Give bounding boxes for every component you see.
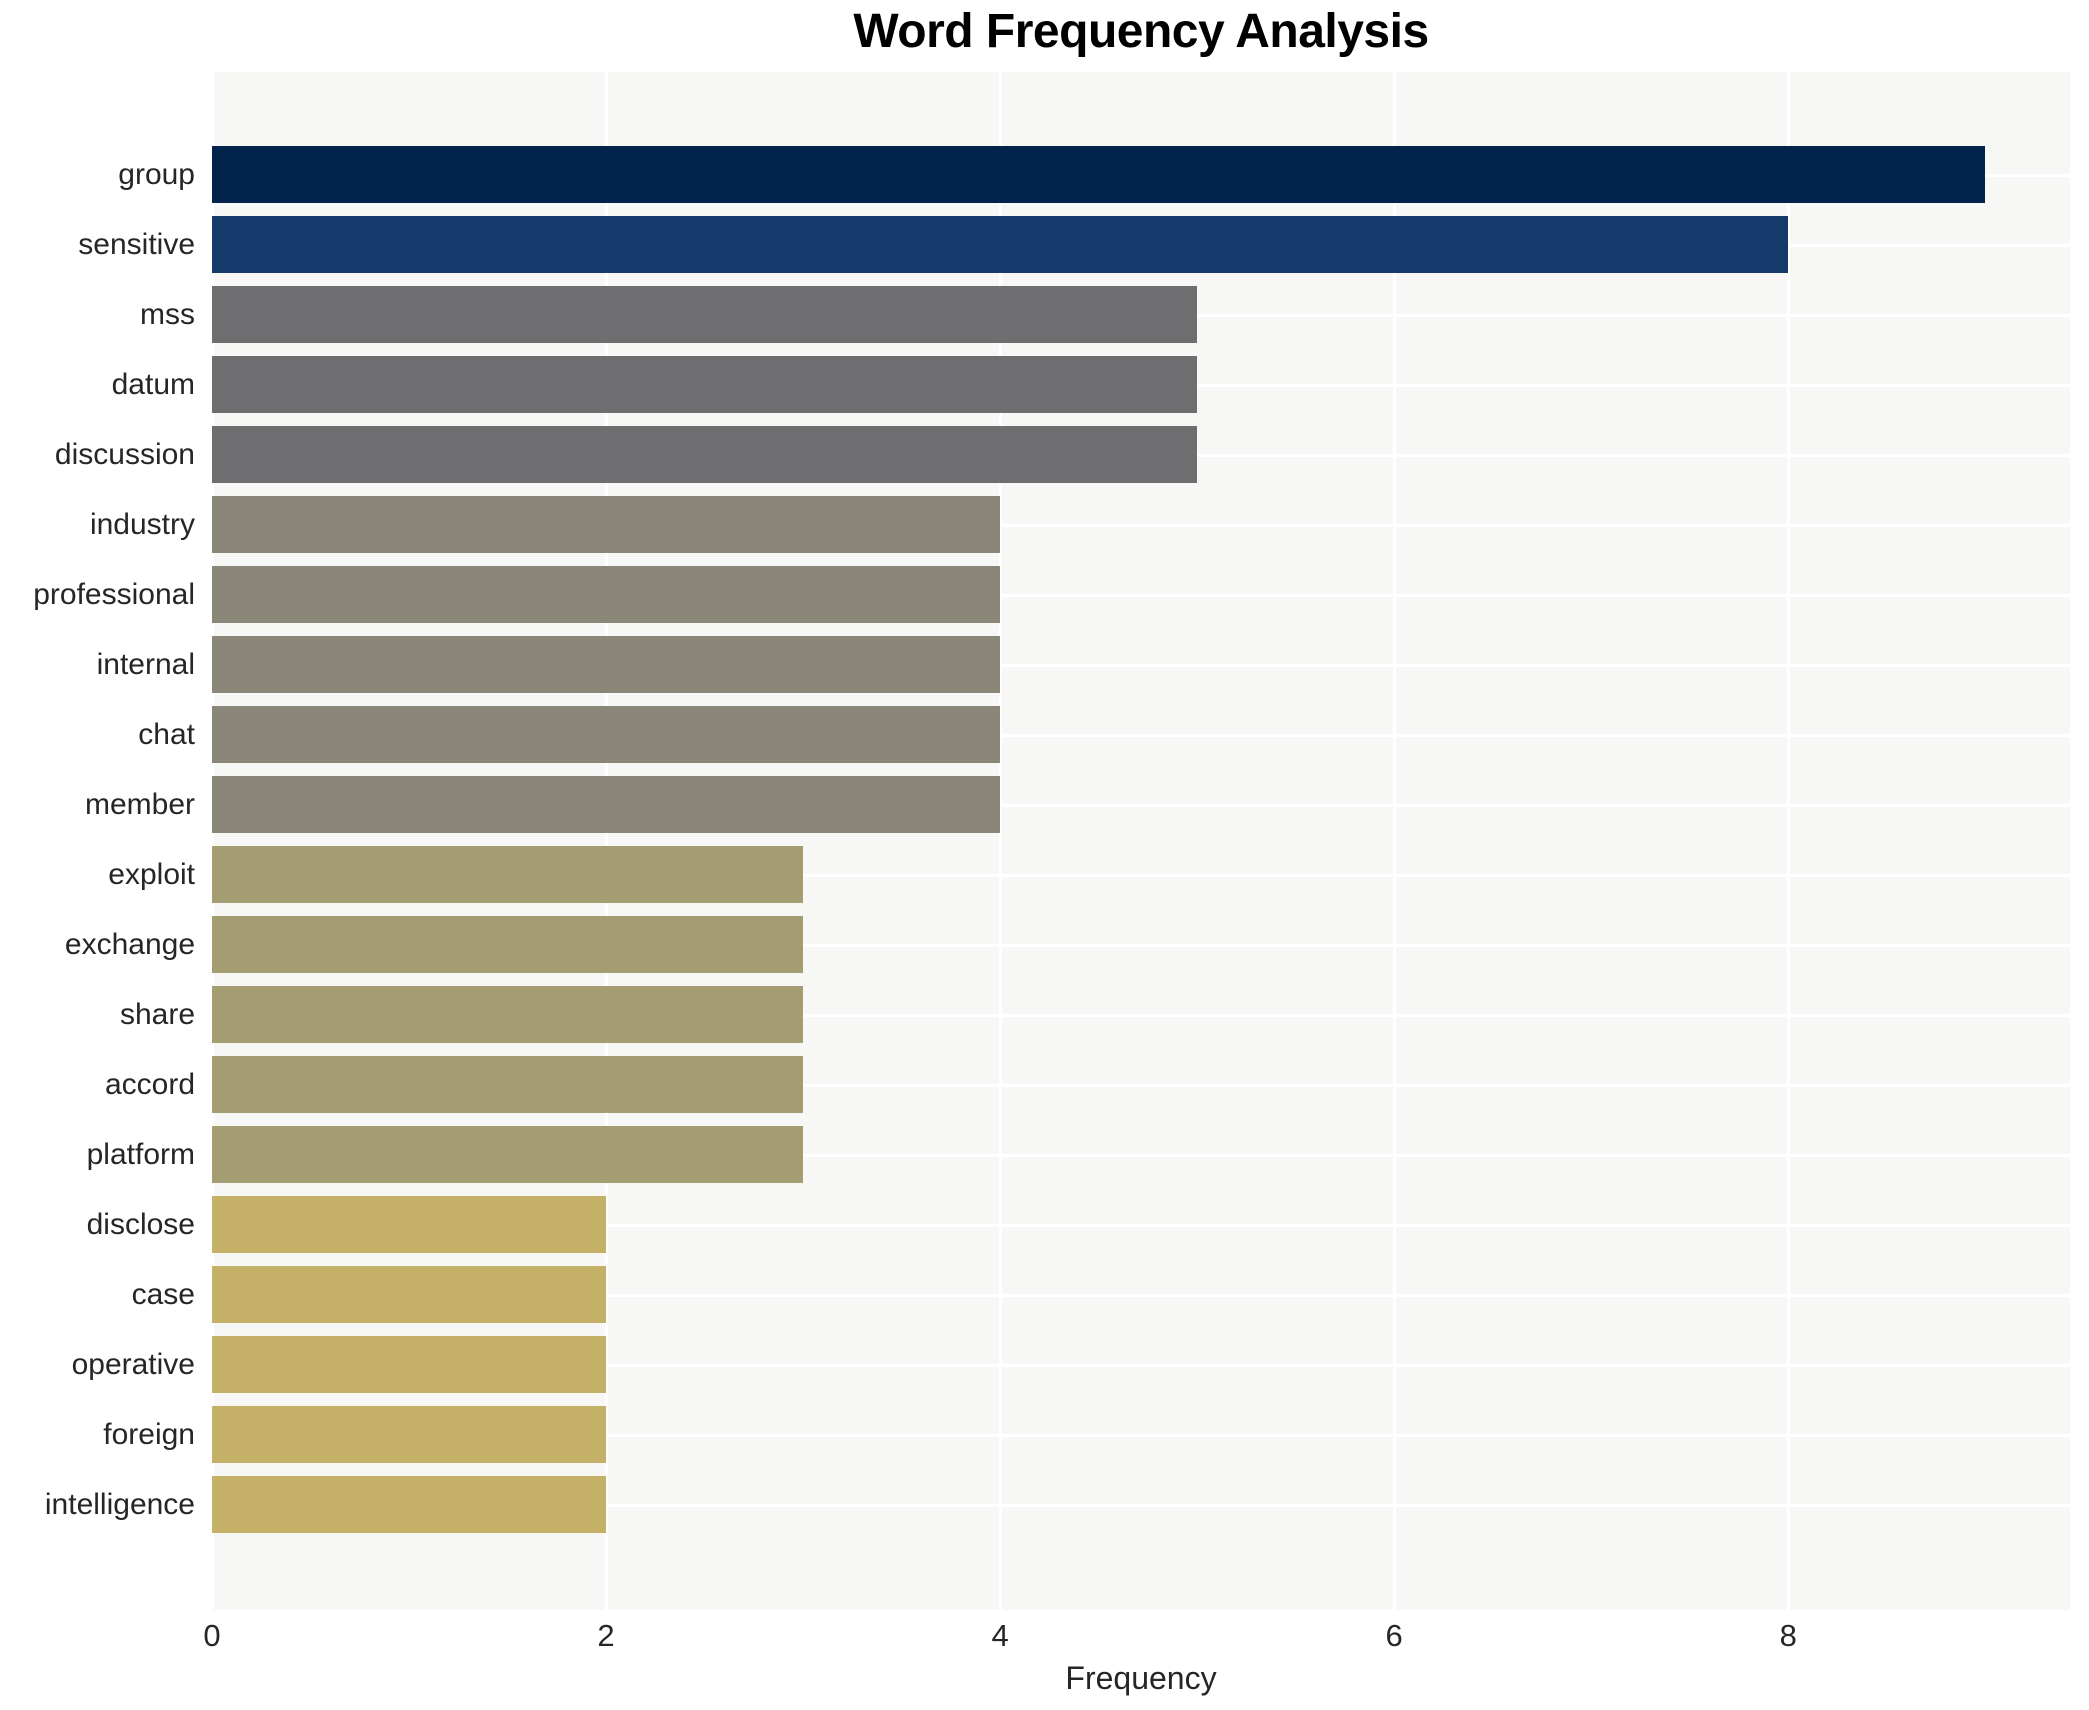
- bar-row: professional: [33, 560, 2070, 630]
- horizontal-gridline: [212, 663, 2070, 667]
- horizontal-gridline: [212, 1293, 2070, 1297]
- bar-row: chat: [138, 700, 2070, 770]
- x-tick-label: 0: [203, 1618, 221, 1653]
- category-label: chat: [138, 718, 195, 751]
- horizontal-gridline: [212, 943, 2070, 947]
- category-label: case: [131, 1278, 195, 1311]
- horizontal-gridline: [212, 1433, 2070, 1437]
- bar-share: [212, 986, 804, 1043]
- bar-internal: [212, 636, 1001, 693]
- horizontal-gridline: [212, 1153, 2070, 1157]
- category-label: industry: [89, 508, 195, 541]
- bar-intelligence: [212, 1476, 607, 1533]
- bar-case: [212, 1266, 607, 1323]
- chart-title: Word Frequency Analysis: [853, 5, 1429, 58]
- category-label: foreign: [103, 1418, 195, 1451]
- bar-row: accord: [105, 1050, 2070, 1120]
- category-label: intelligence: [44, 1488, 195, 1521]
- bar-rows: group sensitive mss datum discussion industry…: [33, 72, 2070, 1610]
- bar-chat: [212, 706, 1001, 763]
- vertical-gridline: [1786, 72, 1790, 1610]
- category-label: mss: [140, 298, 195, 331]
- bar-row: platform: [87, 1120, 2070, 1190]
- horizontal-gridline: [212, 523, 2070, 527]
- bar-row: discussion: [55, 420, 2070, 490]
- x-tick-label: 4: [991, 1618, 1009, 1653]
- horizontal-gridline: [212, 1503, 2070, 1507]
- bar-row: member: [85, 770, 2070, 840]
- category-label: discussion: [54, 438, 195, 471]
- category-label: disclose: [86, 1208, 195, 1241]
- horizontal-gridline: [212, 803, 2070, 807]
- category-label: internal: [96, 648, 195, 681]
- category-label: sensitive: [78, 228, 195, 261]
- horizontal-gridline: [212, 1363, 2070, 1367]
- bar-row: group: [118, 140, 2070, 210]
- horizontal-gridline: [212, 873, 2070, 877]
- bar-sensitive: [212, 216, 1789, 273]
- vertical-gridline: [1392, 72, 1396, 1610]
- bar-row: exploit: [108, 840, 2070, 910]
- horizontal-gridline: [212, 1013, 2070, 1017]
- plot-area: group sensitive mss datum discussion industry…: [33, 72, 2070, 1610]
- bar-disclose: [212, 1196, 607, 1253]
- bar-row: sensitive: [78, 210, 2070, 280]
- category-label: exchange: [64, 928, 195, 961]
- horizontal-gridline: [212, 1223, 2070, 1227]
- bar-foreign: [212, 1406, 607, 1463]
- category-label: professional: [33, 578, 195, 611]
- bar-industry: [212, 496, 1001, 553]
- category-label: member: [84, 788, 195, 821]
- bar-row: mss: [140, 280, 2070, 350]
- horizontal-gridline: [212, 1083, 2070, 1087]
- bar-exchange: [212, 916, 804, 973]
- category-label: accord: [104, 1068, 195, 1101]
- x-axis-label: Frequency: [1065, 1660, 1217, 1696]
- vertical-gridline: [210, 72, 214, 1610]
- x-tick-label: 8: [1779, 1618, 1797, 1653]
- bar-exploit: [212, 846, 804, 903]
- category-label: operative: [71, 1348, 195, 1381]
- bar-platform: [212, 1126, 804, 1183]
- category-label: share: [119, 998, 195, 1031]
- bar-row: disclose: [87, 1190, 2070, 1260]
- bar-group: [212, 146, 1986, 203]
- bar-discussion: [212, 426, 1198, 483]
- bar-row: datum: [112, 350, 2070, 420]
- bar-accord: [212, 1056, 804, 1113]
- bar-row: share: [120, 980, 2070, 1050]
- horizontal-gridline: [212, 593, 2070, 597]
- horizontal-gridline: [212, 733, 2070, 737]
- bar-row: intelligence: [45, 1470, 2070, 1540]
- bar-row: industry: [90, 490, 2070, 560]
- vertical-gridline: [998, 72, 1002, 1610]
- x-tick-label: 6: [1385, 1618, 1403, 1653]
- bar-row: exchange: [65, 910, 2070, 980]
- category-label: group: [118, 158, 195, 191]
- category-label: platform: [86, 1138, 195, 1171]
- category-label: datum: [111, 368, 195, 401]
- bar-professional: [212, 566, 1001, 623]
- x-tick-label: 2: [597, 1618, 615, 1653]
- vertical-gridline: [604, 72, 608, 1610]
- bar-row: internal: [97, 630, 2070, 700]
- bar-mss: [212, 286, 1198, 343]
- bar-operative: [212, 1336, 607, 1393]
- category-label: exploit: [108, 858, 195, 891]
- bar-datum: [212, 356, 1198, 413]
- bar-member: [212, 776, 1001, 833]
- bar-row: case: [132, 1260, 2070, 1330]
- bar-row: foreign: [103, 1400, 2070, 1470]
- bar-row: operative: [72, 1330, 2070, 1400]
